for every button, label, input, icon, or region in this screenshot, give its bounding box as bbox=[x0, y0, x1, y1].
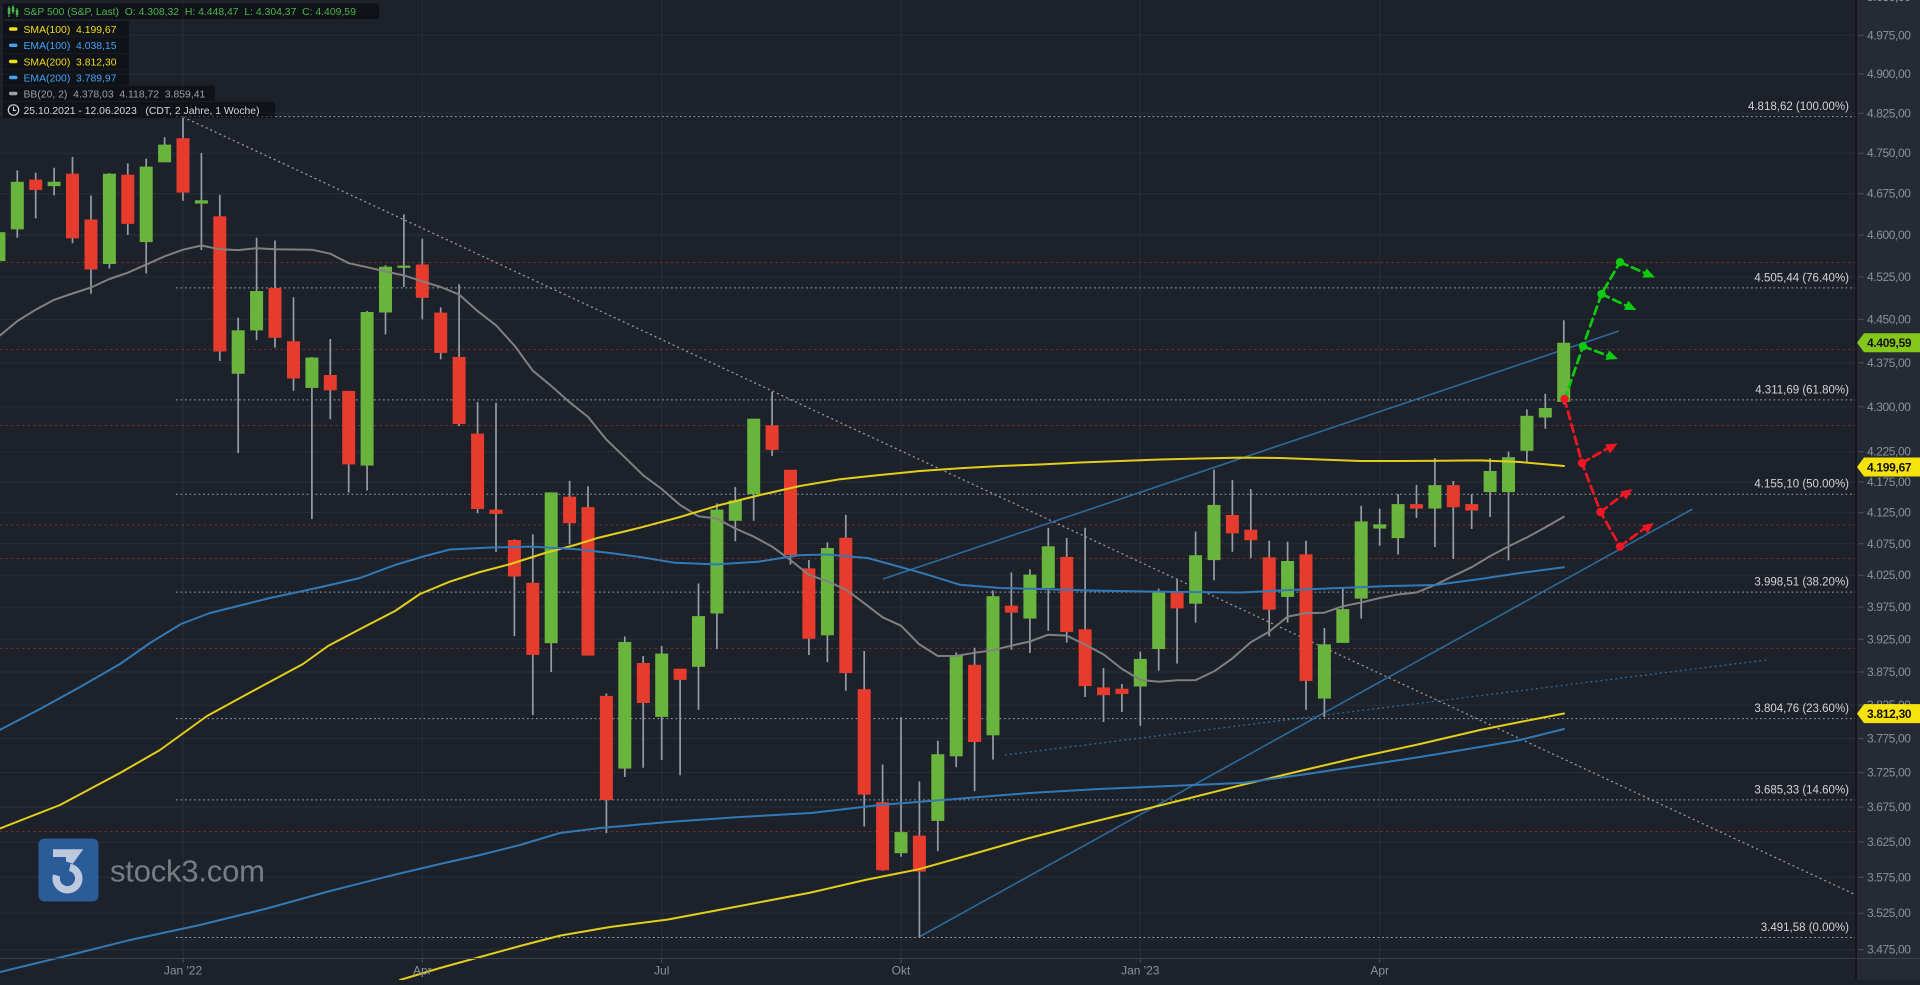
svg-text:3.925,00: 3.925,00 bbox=[1867, 632, 1911, 646]
svg-text:Okt: Okt bbox=[892, 964, 911, 978]
svg-text:3.998,51 (38.20%): 3.998,51 (38.20%) bbox=[1754, 577, 1849, 589]
svg-text:4.900,00: 4.900,00 bbox=[1867, 67, 1911, 81]
svg-text:3.491,58 (0.00%): 3.491,58 (0.00%) bbox=[1761, 922, 1849, 934]
svg-text:4.975,00: 4.975,00 bbox=[1867, 28, 1911, 42]
svg-text:5.050,00: 5.050,00 bbox=[1867, 0, 1911, 4]
svg-text:4.525,00: 4.525,00 bbox=[1867, 270, 1911, 284]
svg-text:4.175,00: 4.175,00 bbox=[1867, 475, 1911, 489]
svg-text:3.812,30: 3.812,30 bbox=[1867, 707, 1912, 721]
svg-text:3.725,00: 3.725,00 bbox=[1867, 766, 1911, 780]
svg-text:3.775,00: 3.775,00 bbox=[1867, 732, 1911, 746]
svg-text:BB(20, 2) 4.378,03 4.118,72: BB(20, 2) 4.378,03 4.118,72 3.859,41 bbox=[24, 89, 206, 100]
svg-text:4.025,00: 4.025,00 bbox=[1867, 568, 1911, 582]
svg-text:Jan '22: Jan '22 bbox=[164, 964, 203, 978]
svg-text:SMA(200) 3.812,30: SMA(200) 3.812,30 bbox=[24, 57, 117, 68]
svg-text:3.685,33 (14.60%): 3.685,33 (14.60%) bbox=[1754, 784, 1849, 796]
svg-text:25.10.2021 - 12.06.2023 (CDT: 25.10.2021 - 12.06.2023 (CDT, 2 Jahre, 1… bbox=[24, 106, 260, 117]
svg-text:Apr: Apr bbox=[1370, 964, 1389, 978]
svg-text:4.311,69 (61.80%): 4.311,69 (61.80%) bbox=[1755, 384, 1849, 396]
svg-text:5.050,00: 5.050,00 bbox=[1867, 0, 1911, 4]
svg-text:EMA(200) 3.789,97: EMA(200) 3.789,97 bbox=[24, 73, 117, 84]
svg-text:3.804,76 (23.60%): 3.804,76 (23.60%) bbox=[1754, 703, 1849, 715]
svg-text:4.409,59: 4.409,59 bbox=[1867, 336, 1912, 350]
svg-text:4.450,00: 4.450,00 bbox=[1867, 312, 1911, 326]
svg-text:3.475,00: 3.475,00 bbox=[1867, 943, 1911, 957]
svg-text:4.375,00: 4.375,00 bbox=[1867, 356, 1911, 370]
svg-text:3.975,00: 3.975,00 bbox=[1867, 600, 1911, 614]
svg-text:3.575,00: 3.575,00 bbox=[1867, 870, 1911, 884]
svg-text:Jan '23: Jan '23 bbox=[1121, 964, 1160, 978]
svg-text:4.155,10 (50.00%): 4.155,10 (50.00%) bbox=[1754, 479, 1849, 491]
svg-text:4.818,62 (100.00%): 4.818,62 (100.00%) bbox=[1748, 101, 1849, 113]
svg-text:4.225,00: 4.225,00 bbox=[1867, 445, 1911, 459]
svg-text:3.625,00: 3.625,00 bbox=[1867, 835, 1911, 849]
svg-text:4.199,67: 4.199,67 bbox=[1867, 461, 1912, 475]
svg-text:3.675,00: 3.675,00 bbox=[1867, 800, 1911, 814]
svg-text:4.825,00: 4.825,00 bbox=[1867, 106, 1911, 120]
svg-text:4.075,00: 4.075,00 bbox=[1867, 537, 1911, 551]
svg-text:4.300,00: 4.300,00 bbox=[1867, 400, 1911, 414]
svg-text:4.505,44 (76.40%): 4.505,44 (76.40%) bbox=[1754, 272, 1849, 284]
svg-text:4.125,00: 4.125,00 bbox=[1867, 506, 1911, 520]
svg-text:S&P 500 (S&P, Last) O: 4.308,: S&P 500 (S&P, Last) O: 4.308,32 H: 4.448… bbox=[24, 7, 357, 18]
svg-text:SMA(100) 4.199,67: SMA(100) 4.199,67 bbox=[24, 25, 117, 36]
svg-text:Apr: Apr bbox=[413, 964, 432, 978]
svg-text:4.600,00: 4.600,00 bbox=[1867, 228, 1911, 242]
svg-text:Jul: Jul bbox=[654, 964, 669, 978]
svg-text:EMA(100) 4.038,15: EMA(100) 4.038,15 bbox=[24, 41, 117, 52]
svg-text:3.875,00: 3.875,00 bbox=[1867, 665, 1911, 679]
svg-text:stock3.com: stock3.com bbox=[110, 854, 265, 889]
svg-text:4.675,00: 4.675,00 bbox=[1867, 187, 1911, 201]
svg-text:4.750,00: 4.750,00 bbox=[1867, 146, 1911, 160]
svg-text:3.525,00: 3.525,00 bbox=[1867, 906, 1911, 920]
